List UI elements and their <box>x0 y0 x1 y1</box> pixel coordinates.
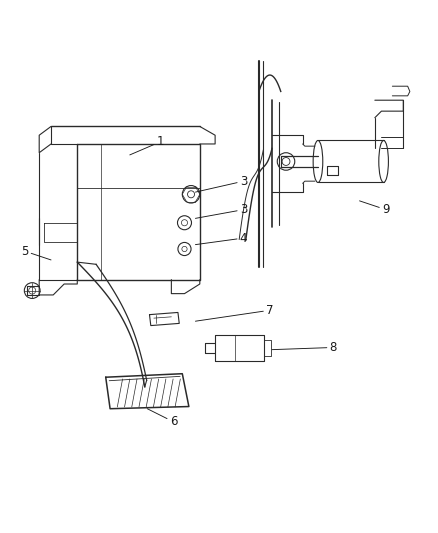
Text: 4: 4 <box>195 231 247 245</box>
Text: 5: 5 <box>21 245 51 260</box>
Text: 8: 8 <box>272 341 336 354</box>
Text: 1: 1 <box>130 135 164 155</box>
Text: 7: 7 <box>195 304 273 321</box>
Text: 9: 9 <box>359 201 389 216</box>
Text: 3: 3 <box>195 175 247 192</box>
Text: 6: 6 <box>147 409 177 429</box>
Text: 3: 3 <box>195 203 247 219</box>
